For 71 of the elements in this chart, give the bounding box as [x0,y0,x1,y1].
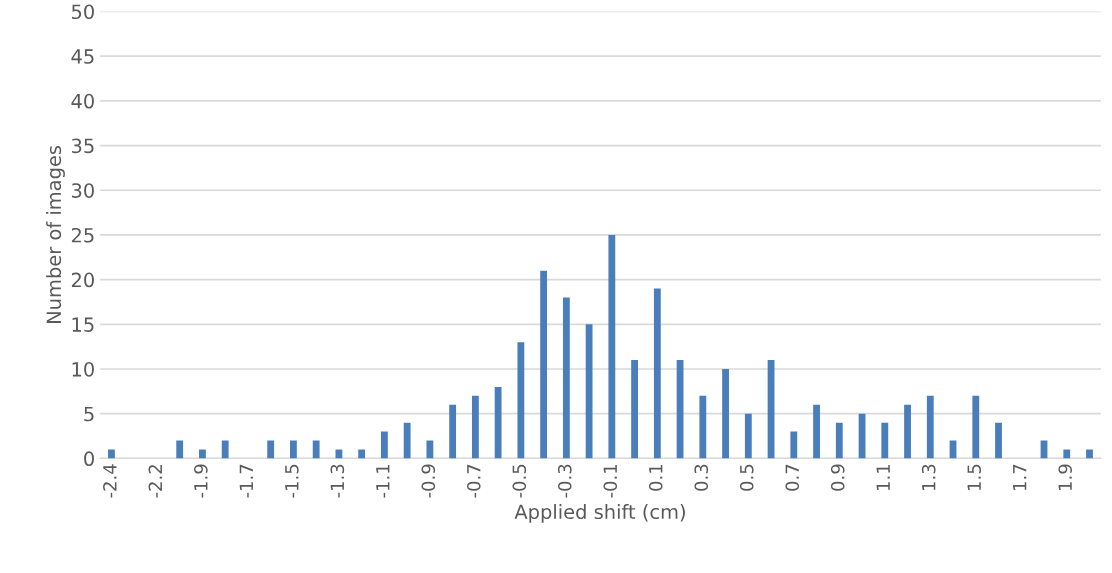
bar [790,431,798,459]
y-tick-label: 25 [71,227,94,243]
x-tick-label: 0.3 [694,464,709,491]
bar [517,342,525,459]
x-tick-label: 0.7 [785,464,800,491]
x-tick-label: 1.1 [876,464,890,490]
x-tick-label: -2.4 [103,464,117,498]
bar [835,422,843,459]
x-tick-label: 1.5 [967,464,982,490]
x-tick-label: -0.3 [557,464,572,498]
bar [312,440,320,459]
bar [290,440,297,459]
bar [926,395,934,459]
bar [699,395,707,459]
bar [380,431,388,459]
y-tick-label: 20 [71,272,94,288]
bar [995,422,1002,459]
x-tick-label: 1.3 [921,464,936,490]
bar [585,324,593,459]
bar [176,440,184,459]
bar [813,404,820,459]
y-tick-label: 35 [71,138,94,154]
x-tick-label: 0.9 [830,464,845,491]
y-tick-label: 10 [72,361,94,377]
x-tick-label: -0.7 [466,464,481,498]
x-tick-label: 1.7 [1013,464,1027,490]
bar [221,440,229,459]
bar [199,449,206,459]
x-tick-label: -1.5 [285,464,299,498]
bar [608,234,616,459]
bar [631,360,639,459]
bar [1086,449,1093,459]
bar [471,395,479,459]
x-tick-label: -0.9 [421,464,436,498]
bar [972,395,980,459]
bar [335,449,343,459]
bar [653,288,661,459]
x-tick-label: -0.1 [603,464,618,498]
bar [267,440,275,459]
bar [449,404,457,459]
x-tick-label: 0.5 [739,464,754,491]
bar [426,440,434,459]
y-axis-title: Number of images [46,145,65,323]
y-tick-label: 45 [71,49,94,64]
x-tick-label: -1.3 [330,464,345,498]
y-tick-label: 5 [84,406,94,422]
bar [722,369,729,459]
bar [403,422,411,459]
y-tick-label: 50 [71,4,94,20]
x-tick-label: -1.1 [376,464,390,498]
x-tick-label: 0.1 [648,464,663,491]
bar [494,386,502,459]
bar [108,449,115,459]
x-tick-label: -1.9 [194,464,208,498]
x-tick-label: -1.7 [239,464,253,498]
bar [1063,449,1071,459]
bar [904,404,911,459]
bar [676,360,684,459]
bar [881,422,889,459]
x-tick-label: -0.5 [512,464,527,498]
y-tick-label: 30 [71,183,94,198]
y-tick-label: 40 [71,93,94,109]
y-tick-label: 15 [72,317,94,332]
bar [358,449,366,459]
bar [562,297,570,459]
bar [744,413,752,459]
y-tick-label: 0 [84,451,94,467]
bar [540,270,548,459]
x-tick-label: 1.9 [1058,464,1072,490]
x-axis-title: Applied shift (cm) [514,504,685,523]
x-tick-label: -2.2 [148,465,162,498]
